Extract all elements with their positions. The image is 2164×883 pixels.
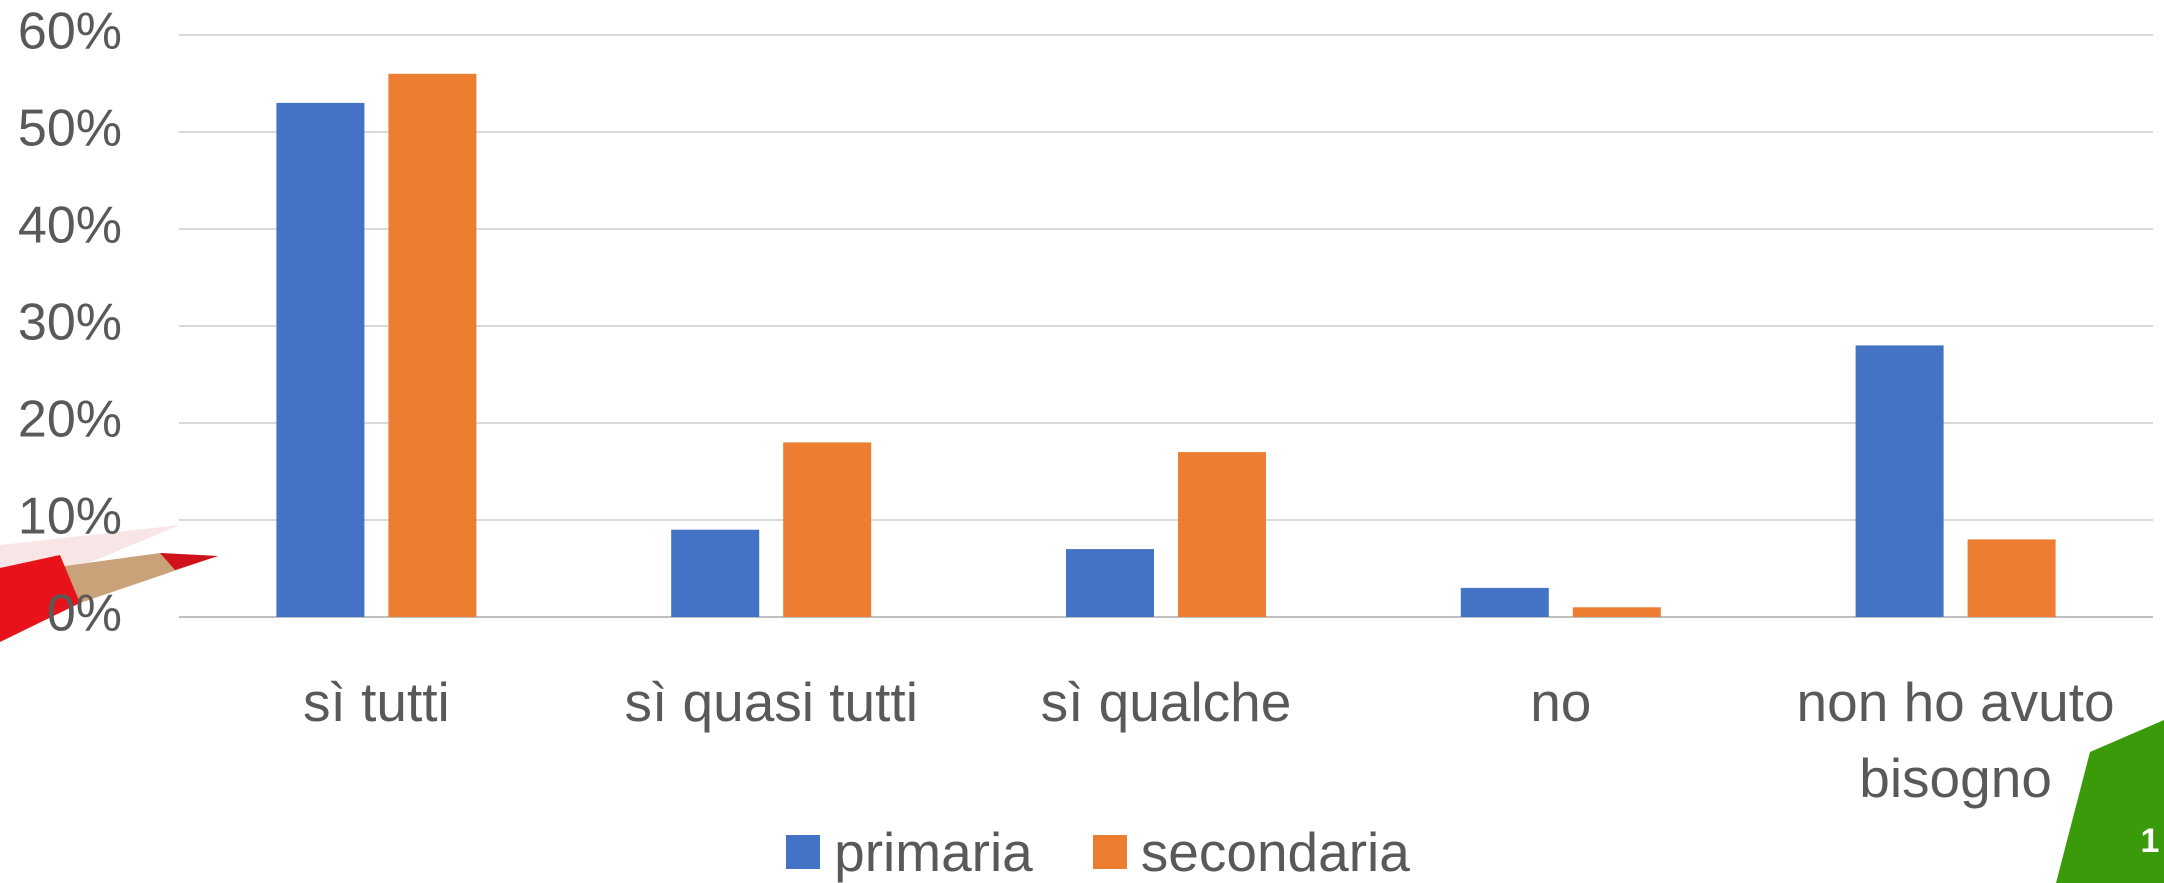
bar (276, 103, 364, 617)
x-tick-label: sì quasi tutti (574, 664, 969, 740)
bar (1178, 452, 1266, 617)
bar (1968, 539, 2056, 617)
y-tick-label: 0% (47, 585, 122, 643)
x-tick-label: non ho avuto bisogno (1758, 664, 2153, 816)
legend-swatch (1093, 835, 1127, 869)
bar (388, 74, 476, 617)
y-tick-label: 40% (18, 197, 122, 255)
y-tick-label: 30% (18, 294, 122, 352)
x-tick-label: no (1363, 664, 1758, 740)
y-tick-label: 50% (18, 100, 122, 158)
bar (783, 442, 871, 617)
legend-label: secondaria (1141, 820, 1410, 883)
x-tick-label: sì qualche (969, 664, 1364, 740)
bar (1573, 607, 1661, 617)
bar (1461, 588, 1549, 617)
legend-item: secondaria (1093, 820, 1410, 883)
y-tick-label: 20% (18, 391, 122, 449)
legend-label: primaria (834, 820, 1033, 883)
bar (1066, 549, 1154, 617)
bar (1856, 345, 1944, 617)
legend-item: primaria (786, 820, 1033, 883)
y-tick-label: 10% (18, 488, 122, 546)
y-tick-label: 60% (18, 3, 122, 61)
slide: 1 0%10%20%30%40%50%60% primariasecondari… (0, 0, 2164, 883)
legend: primaria secondaria (0, 820, 2164, 883)
x-tick-label: sì tutti (179, 664, 574, 740)
legend-swatch (786, 835, 820, 869)
bar (671, 530, 759, 617)
